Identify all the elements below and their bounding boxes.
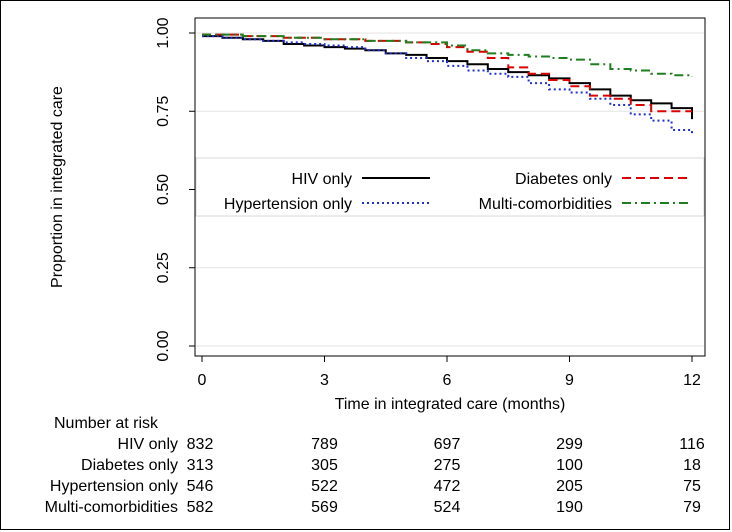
series-line-multi-comorbidities xyxy=(202,33,693,77)
risk-cell: 205 xyxy=(556,478,583,495)
risk-cell: 299 xyxy=(556,436,583,453)
risk-cell: 789 xyxy=(311,436,338,453)
risk-table-header: Number at risk xyxy=(54,415,159,432)
risk-cell: 75 xyxy=(683,478,701,495)
risk-cell: 697 xyxy=(434,436,461,453)
y-axis-label: Proportion in integrated care xyxy=(49,86,66,288)
risk-cell: 472 xyxy=(434,478,461,495)
y-tick-label: 0.25 xyxy=(155,252,172,283)
x-tick-label: 6 xyxy=(443,372,452,389)
risk-cell: 190 xyxy=(556,499,583,516)
risk-row-label: HIV only xyxy=(118,436,178,453)
y-tick-label: 1.00 xyxy=(155,17,172,48)
x-tick-label: 0 xyxy=(198,372,207,389)
risk-cell: 275 xyxy=(434,457,461,474)
x-axis-ticks: 0 3 6 9 12 xyxy=(198,356,701,389)
risk-cell: 832 xyxy=(187,436,214,453)
legend-label-multi: Multi-comorbidities xyxy=(479,196,612,213)
risk-cell: 546 xyxy=(187,478,214,495)
legend-box xyxy=(195,157,705,217)
risk-cell: 313 xyxy=(187,457,214,474)
y-tick-label: 0.50 xyxy=(155,174,172,205)
risk-cell: 116 xyxy=(679,436,705,453)
risk-cell: 524 xyxy=(434,499,461,516)
legend-label-hypertension: Hypertension only xyxy=(224,196,352,213)
x-axis-label: Time in integrated care (months) xyxy=(335,396,566,413)
risk-cell: 522 xyxy=(311,478,338,495)
risk-cell: 569 xyxy=(311,499,338,516)
risk-table: Number at risk HIV only 832 789 697 299 116 Di… xyxy=(45,415,705,516)
y-tick-label: 0.00 xyxy=(155,330,172,361)
legend-label-hiv: HIV only xyxy=(292,171,352,188)
legend: HIV only Diabetes only Hypertension only… xyxy=(195,157,705,217)
risk-row-label: Diabetes only xyxy=(81,457,178,474)
x-tick-label: 3 xyxy=(320,372,329,389)
risk-cell: 305 xyxy=(311,457,338,474)
risk-cell: 18 xyxy=(683,457,701,474)
risk-cell: 100 xyxy=(556,457,583,474)
risk-cell: 582 xyxy=(187,499,214,516)
legend-label-diabetes: Diabetes only xyxy=(515,171,612,188)
y-tick-label: 0.75 xyxy=(155,96,172,127)
risk-cell: 79 xyxy=(683,499,701,516)
y-axis-ticks: 0.00 0.25 0.50 0.75 1.00 xyxy=(155,17,195,362)
x-tick-label: 12 xyxy=(683,372,701,389)
risk-row-label: Multi-comorbidities xyxy=(45,499,178,516)
series-lines xyxy=(202,33,693,134)
x-tick-label: 9 xyxy=(565,372,574,389)
risk-row-label: Hypertension only xyxy=(50,478,178,495)
